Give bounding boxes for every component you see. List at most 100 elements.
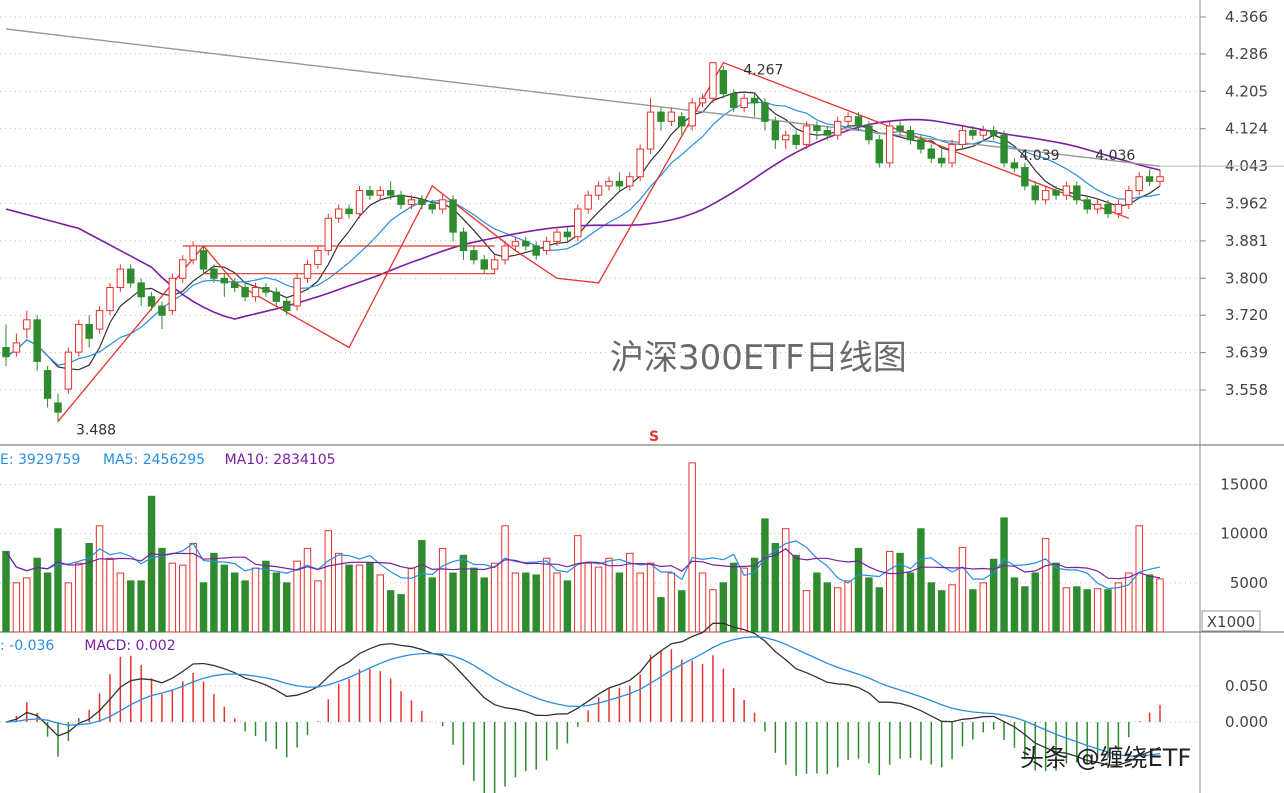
candle-body — [1145, 176, 1154, 182]
candle-body — [210, 268, 218, 279]
candle-body — [272, 291, 281, 302]
candle-body — [220, 277, 229, 284]
volume-bar — [85, 543, 93, 633]
volume-bar — [1000, 517, 1008, 633]
candle-body — [761, 102, 769, 122]
candle-body — [1104, 203, 1112, 215]
price-tick-label: 3.962 — [1225, 195, 1268, 213]
price-tick-label: 3.720 — [1225, 306, 1268, 324]
candle-body — [542, 240, 551, 252]
volume-bar — [636, 572, 644, 633]
dea-line — [5, 636, 1161, 757]
candle-body — [137, 282, 145, 298]
candle-body — [917, 139, 925, 150]
candle-body — [782, 134, 790, 141]
volume-bar — [937, 590, 946, 633]
volume-bar — [532, 574, 540, 633]
candle-body — [511, 240, 520, 247]
volume-legend-item: E: 3929759 — [0, 452, 80, 468]
volume-bars — [2, 462, 1164, 633]
macd-tick-label: 0.050 — [1225, 677, 1268, 695]
volume-bar — [906, 572, 915, 633]
low-price-label: 3.488 — [76, 422, 116, 438]
candle-body — [262, 287, 270, 293]
candle-body — [85, 323, 93, 339]
candle-body — [1021, 166, 1029, 187]
candle-body — [251, 287, 260, 298]
candle-body — [314, 250, 322, 265]
price-tick-label: 4.124 — [1225, 120, 1268, 138]
price-tick-label: 3.800 — [1225, 269, 1268, 287]
dif-line — [5, 622, 1161, 766]
volume-bar — [137, 580, 145, 633]
volume-bar — [667, 572, 676, 633]
candle-body — [563, 231, 572, 238]
volume-bar — [542, 557, 551, 633]
volume-bar — [314, 580, 322, 633]
candle-body — [293, 277, 301, 307]
volume-tick-label: 10000 — [1220, 525, 1268, 543]
volume-bar — [1052, 562, 1060, 633]
volume-bar — [366, 562, 374, 633]
volume-bar — [813, 572, 821, 633]
candle-body — [730, 93, 738, 108]
candle-body — [958, 130, 967, 145]
volume-bar — [1135, 525, 1143, 633]
candle-body — [740, 97, 748, 108]
candle-body — [657, 111, 665, 122]
volume-bar — [43, 572, 52, 633]
candle-body — [1062, 185, 1071, 196]
candle-body — [553, 231, 561, 242]
volume-bar — [698, 572, 707, 633]
candle-body — [969, 130, 977, 136]
volume-bar — [334, 552, 343, 633]
price-moving-averages — [5, 28, 1284, 371]
candle-body — [345, 208, 353, 215]
candle-body — [594, 185, 603, 196]
candle-body — [376, 190, 384, 196]
volume-unit-label: X1000 — [1207, 613, 1255, 631]
volume-bar — [730, 562, 738, 633]
volume-bar — [584, 562, 592, 633]
price-tick-label: 3.639 — [1225, 344, 1268, 362]
volume-bar — [688, 462, 696, 633]
volume-moving-averages — [5, 540, 1161, 590]
volume-bar — [397, 594, 405, 633]
volume-bar — [958, 546, 967, 633]
candle-body — [854, 116, 863, 127]
ma20-line — [5, 118, 1161, 320]
candle-body — [626, 176, 634, 187]
high-price-label: 4.267 — [743, 63, 783, 79]
candle-body — [709, 62, 717, 99]
volume-bar — [418, 540, 426, 633]
candle-body — [366, 190, 374, 196]
candle-body — [906, 130, 915, 141]
volume-bar — [969, 589, 977, 633]
candle-body — [428, 203, 436, 210]
volume-bar — [989, 558, 998, 633]
volume-bar — [210, 552, 218, 633]
macd-legend-item: : -0.036 — [0, 638, 54, 654]
candle-body — [937, 157, 946, 164]
volume-bar — [740, 567, 748, 633]
macd-tick-label: 0.000 — [1225, 713, 1268, 731]
volume-bar — [657, 597, 665, 633]
candle-body — [1156, 176, 1164, 182]
candle-body — [771, 120, 780, 141]
volume-legend-item: MA5: 2456295 — [103, 452, 205, 468]
volume-bar — [449, 572, 457, 633]
volume-bar — [324, 530, 333, 633]
macd-axis-ticks: 0.050 0.000 — [0, 677, 1268, 731]
candle-body — [1052, 190, 1060, 196]
volume-bar — [459, 554, 468, 633]
volume-bar — [147, 495, 156, 633]
candle-body — [1093, 203, 1102, 210]
volume-bar — [1114, 582, 1123, 633]
candle-body — [698, 97, 707, 104]
volume-bar — [1062, 587, 1071, 633]
candle-body — [678, 116, 686, 127]
price-tick-label: 3.558 — [1225, 381, 1268, 399]
volume-bar — [1093, 588, 1102, 633]
candle-body — [501, 245, 509, 261]
